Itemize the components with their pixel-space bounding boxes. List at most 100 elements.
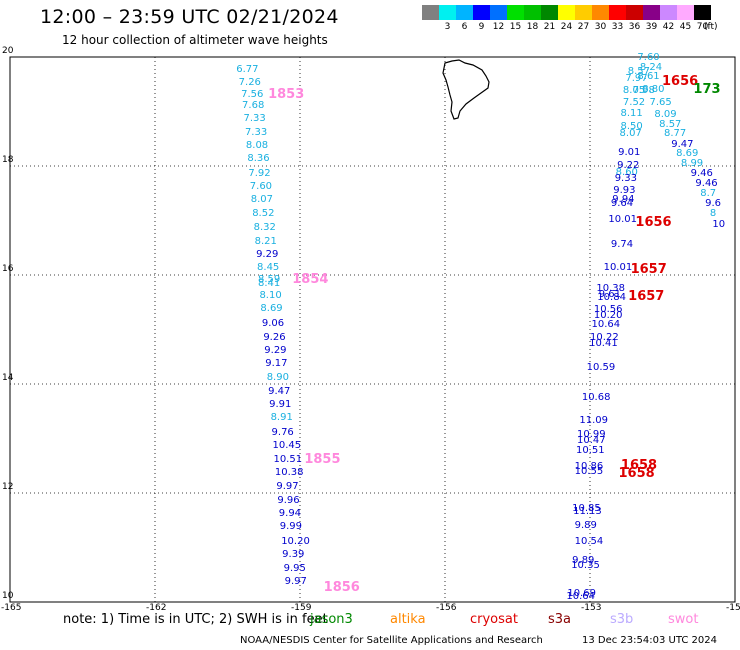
wave-height-value: 10.38 (274, 466, 304, 478)
wave-height-value: 8.24 (639, 61, 663, 73)
wave-height-value: 7.56 (241, 89, 264, 101)
island-coastline (442, 59, 490, 120)
wave-height-value: 10.56 (593, 304, 623, 316)
colorbar-label: 39 (645, 22, 658, 32)
time-label: 1856 (323, 580, 360, 596)
wave-height-value: 7.98 (632, 85, 655, 97)
time-label: 1658 (620, 457, 658, 473)
wave-height-value: 9.94 (612, 193, 635, 205)
wave-height-value: 10.20 (593, 310, 623, 322)
wave-height-value: 10.84 (597, 292, 626, 304)
wave-height-value: 9.99 (279, 521, 303, 533)
map-frame (9, 56, 736, 603)
wave-height-value: 10.41 (589, 338, 618, 350)
lon-tick-label: -159 (291, 603, 312, 613)
lon-tick-label: -162 (146, 603, 167, 613)
wave-height-value: 9.29 (264, 344, 287, 356)
lon-tick-label: -156 (436, 603, 457, 613)
time-label: 1656 (635, 215, 672, 231)
wave-height-value: 7.65 (649, 97, 672, 109)
wave-height-value: 10.59 (586, 361, 616, 373)
wave-height-value: 8.41 (258, 277, 281, 289)
wave-height-value: 9.47 (671, 139, 694, 151)
wave-height-value: 9.97 (284, 575, 307, 587)
colorbar-swatch (677, 5, 694, 20)
wave-height-value: 10.68 (581, 392, 611, 404)
time-label: 1657 (628, 288, 665, 304)
wave-height-value: 8.7 (700, 188, 717, 200)
wave-height-value: 8.10 (259, 290, 282, 302)
colorbar-swatch (422, 5, 439, 20)
wave-height-value: 9.94 (278, 508, 302, 520)
wave-height-value: 9.46 (690, 167, 713, 179)
satellite-legend-item: altika (390, 612, 426, 627)
colorbar-swatch (558, 5, 575, 20)
wave-height-value: 8.52 (252, 207, 275, 219)
colorbar-label: 18 (526, 22, 539, 32)
wave-height-value: 9.97 (276, 481, 299, 492)
wave-height-value: 7.60 (249, 181, 273, 193)
colorbar-swatch (541, 5, 558, 20)
wave-height-value: 10.64 (566, 590, 595, 602)
colorbar-swatch (694, 5, 711, 20)
wave-height-value: 8.61 (637, 71, 660, 83)
satellite-legend-item: s3b (610, 612, 634, 627)
colorbar-swatch (490, 5, 507, 20)
wave-height-value: 10.69 (567, 587, 596, 599)
wave-height-value: 8.07 (250, 194, 274, 206)
colorbar-swatch (524, 5, 541, 20)
wave-height-value: 9.29 (256, 248, 279, 260)
wave-height-value: 8.07 (619, 128, 642, 140)
wave-height-value: 8.80 (642, 83, 665, 95)
time-label: 1657 (630, 261, 667, 277)
wave-height-value: 10.38 (596, 282, 625, 294)
wave-height-value: 11.09 (579, 414, 609, 426)
lat-tick-label: 20 (2, 46, 14, 56)
wave-height-value: 8.21 (254, 235, 277, 247)
satellite-legend-item: swot (668, 612, 699, 627)
wave-height-value: 8.77 (664, 128, 687, 140)
wave-height-value: 9.89 (572, 555, 595, 567)
wave-height-value: 9.6 (705, 198, 721, 210)
wave-height-value: 9.93 (613, 184, 636, 196)
satellite-legend-item: cryosat (470, 612, 518, 627)
wave-height-value: 9.22 (617, 160, 640, 171)
time-label: 1656 (662, 73, 699, 89)
wave-height-value: 9.74 (610, 239, 634, 251)
satellite-legend-item: jason3 (310, 612, 353, 627)
colorbar-label: 70 (696, 22, 709, 32)
wave-height-value: 10.35 (571, 560, 600, 572)
wave-height-value: 8.08 (245, 139, 269, 151)
lat-tick-label: 14 (2, 373, 14, 383)
wave-height-value: 10.85 (572, 503, 601, 515)
colorbar-label: 36 (628, 22, 641, 32)
wave-height-value: 9.17 (265, 358, 288, 370)
page-subtitle: 12 hour collection of altimeter wave hei… (62, 33, 328, 47)
wave-height-value: 7.60 (637, 52, 660, 64)
wave-height-value: 8.69 (260, 303, 283, 315)
wave-height-value: 10.64 (591, 319, 621, 331)
wave-height-value: 8.11 (620, 107, 643, 119)
wave-height-value: 10.22 (590, 331, 619, 343)
wave-height-value: 9.76 (271, 426, 294, 438)
colorbar-label: 21 (543, 22, 556, 32)
colorbar-label: 30 (594, 22, 607, 32)
colorbar-label: 27 (577, 22, 590, 32)
wave-height-value: 6.77 (236, 63, 259, 75)
wave-height-value: 8.99 (680, 158, 704, 170)
wave-height-value: 7.68 (242, 100, 265, 112)
lat-tick-label: 16 (2, 264, 14, 274)
wave-height-value: 10.51 (576, 445, 605, 457)
wave-height-value: 8.60 (615, 167, 638, 179)
time-label: 1853 (268, 87, 305, 103)
wave-height-value: 10.20 (281, 535, 310, 547)
colorbar-label: 33 (611, 22, 624, 32)
satellite-legend-item: s3a (548, 612, 572, 627)
wave-height-value: 8.05 (622, 85, 646, 97)
wave-height-value: 9.95 (283, 562, 306, 574)
colorbar-swatch (660, 5, 677, 20)
wave-height-value: 8.69 (676, 148, 699, 159)
wave-height-value: 9.64 (610, 198, 634, 210)
footer-credit: NOAA/NESDIS Center for Satellite Applica… (240, 635, 543, 646)
wave-height-value: 7.33 (244, 126, 268, 138)
